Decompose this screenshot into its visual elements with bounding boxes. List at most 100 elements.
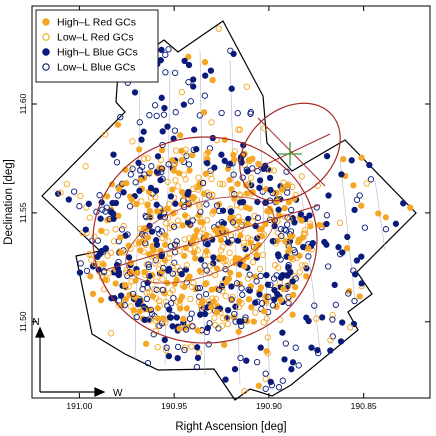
low-l-blue-gc-point [160, 111, 168, 118]
high-l-red-gc-point [98, 227, 105, 234]
low-l-blue-gc-point [254, 214, 262, 221]
high-l-red-gc-point [195, 212, 203, 219]
high-l-blue-gc-point [314, 346, 321, 354]
high-l-blue-gc-point [178, 271, 185, 278]
high-l-red-gc-point [103, 193, 111, 200]
low-l-blue-gc-point [170, 223, 178, 230]
low-l-red-gc-point [129, 138, 136, 145]
low-l-blue-gc-point [284, 221, 291, 228]
low-l-red-gc-point [212, 295, 220, 303]
low-l-red-gc-point [275, 264, 282, 271]
high-l-blue-gc-point [94, 253, 101, 260]
low-l-red-gc-point [146, 288, 153, 296]
high-l-blue-gc-point [297, 211, 305, 218]
high-l-red-gc-point [162, 232, 169, 239]
high-l-red-gc-point [226, 176, 233, 183]
high-l-blue-gc-point [172, 200, 179, 207]
high-l-blue-gc-point [331, 281, 338, 289]
high-l-blue-gc-point [260, 165, 267, 172]
low-l-red-gc-point [183, 262, 190, 269]
low-l-blue-gc-point [231, 310, 238, 318]
high-l-blue-gc-point [197, 256, 205, 263]
low-l-blue-gc-point [350, 267, 357, 274]
low-l-blue-gc-point [160, 264, 167, 272]
low-l-red-gc-point [223, 314, 230, 321]
low-l-blue-gc-point [382, 226, 390, 233]
high-l-red-gc-point [375, 210, 382, 217]
low-l-red-gc-point [154, 343, 161, 351]
y-axis-title: Declination [deg] [3, 159, 15, 245]
low-l-red-gc-point [144, 154, 152, 162]
high-l-blue-gc-point [85, 200, 92, 207]
high-l-red-gc-point [180, 315, 187, 323]
low-l-red-gc-point [107, 330, 115, 337]
high-l-red-gc-point [290, 291, 297, 299]
low-l-blue-gc-point [305, 253, 312, 260]
low-l-blue-gc-point [171, 259, 178, 266]
high-l-red-gc-point [190, 249, 198, 256]
high-l-blue-gc-point [221, 157, 228, 164]
high-l-blue-gc-point [131, 89, 139, 96]
low-l-blue-gc-point [277, 256, 284, 263]
high-l-blue-gc-point [161, 336, 168, 344]
high-l-red-gc-point [185, 53, 192, 60]
low-l-red-gc-point [302, 230, 309, 237]
low-l-blue-gc-point [196, 293, 203, 300]
high-l-red-gc-point [234, 180, 241, 187]
high-l-red-gc-point [154, 305, 161, 312]
high-l-blue-gc-point [125, 254, 133, 261]
low-l-red-gc-point [190, 279, 197, 287]
high-l-blue-gc-point [366, 161, 373, 169]
low-l-blue-gc-point [254, 298, 261, 305]
low-l-red-gc-point [235, 126, 242, 133]
low-l-blue-gc-point [148, 163, 155, 170]
low-l-blue-gc-point [116, 297, 123, 304]
high-l-blue-gc-point [209, 134, 216, 142]
legend-marker [42, 18, 50, 26]
high-l-blue-gc-point [303, 314, 310, 321]
low-l-blue-gc-point [262, 385, 269, 392]
low-l-blue-gc-point [257, 272, 264, 280]
low-l-red-gc-point [219, 288, 226, 295]
low-l-blue-gc-point [279, 377, 286, 384]
low-l-blue-gc-point [311, 302, 318, 309]
high-l-blue-gc-point [184, 191, 191, 198]
high-l-red-gc-point [287, 233, 294, 240]
high-l-blue-gc-point [167, 193, 175, 200]
low-l-red-gc-point [209, 210, 216, 217]
low-l-red-gc-point [219, 181, 227, 188]
low-l-red-gc-point [241, 243, 248, 250]
low-l-red-gc-point [141, 155, 148, 162]
high-l-red-gc-point [137, 176, 144, 184]
high-l-red-gc-point [252, 245, 259, 252]
high-l-red-gc-point [253, 251, 260, 259]
low-l-red-gc-point [86, 214, 93, 221]
high-l-blue-gc-point [321, 238, 328, 246]
low-l-blue-gc-point [117, 114, 124, 121]
high-l-blue-gc-point [141, 316, 148, 324]
low-l-red-gc-point [82, 163, 89, 170]
high-l-red-gc-point [181, 252, 188, 259]
low-l-red-gc-point [223, 262, 230, 270]
low-l-blue-gc-point [167, 314, 174, 321]
low-l-blue-gc-point [103, 204, 110, 211]
low-l-red-gc-point [156, 297, 163, 304]
high-l-blue-gc-point [344, 233, 351, 241]
high-l-red-gc-point [153, 208, 161, 215]
low-l-red-gc-point [205, 298, 212, 305]
high-l-blue-gc-point [358, 253, 365, 260]
low-l-red-gc-point [172, 270, 179, 277]
low-l-blue-gc-point [253, 358, 261, 366]
high-l-red-gc-point [258, 225, 265, 232]
low-l-red-gc-point [77, 192, 84, 200]
low-l-blue-gc-point [185, 200, 192, 207]
high-l-blue-gc-point [263, 271, 270, 279]
high-l-blue-gc-point [161, 104, 168, 112]
low-l-blue-gc-point [70, 188, 78, 195]
low-l-red-gc-point [164, 215, 172, 222]
low-l-red-gc-point [284, 239, 291, 247]
high-l-blue-gc-point [136, 298, 143, 305]
high-l-red-gc-point [280, 285, 287, 293]
low-l-red-gc-point [313, 315, 320, 322]
high-l-red-gc-point [199, 219, 206, 226]
